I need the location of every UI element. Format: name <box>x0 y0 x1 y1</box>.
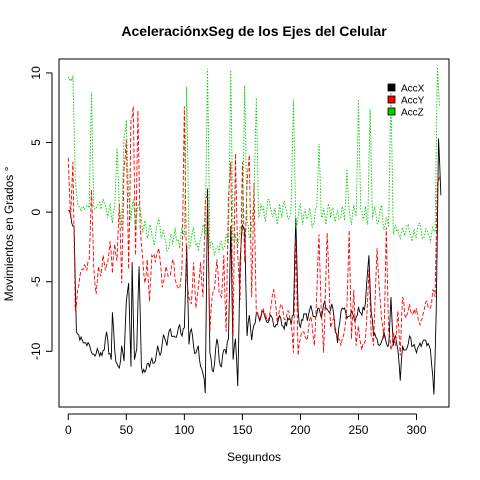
x-axis: 0 50 100 150 200 250 300 <box>65 413 427 437</box>
series-line-accz <box>67 67 441 256</box>
series-layer <box>67 67 442 395</box>
series-line-accx <box>68 138 442 395</box>
x-tick-label: 0 <box>65 423 72 437</box>
y-tick-label: -5 <box>29 276 43 287</box>
legend-label-accx: AccX <box>401 84 425 95</box>
x-tick-label: 250 <box>348 423 368 437</box>
legend-swatch-accx <box>387 83 396 92</box>
legend-label-accz: AccZ <box>401 108 424 119</box>
x-tick-label: 150 <box>232 423 252 437</box>
x-tick-label: 200 <box>290 423 310 437</box>
y-tick-label: 10 <box>29 66 43 80</box>
x-tick-label: 50 <box>120 423 134 437</box>
y-tick-label: 0 <box>29 208 43 215</box>
legend-swatch-accz <box>387 107 396 116</box>
y-tick-label: -10 <box>29 342 43 360</box>
x-tick-label: 300 <box>406 423 426 437</box>
x-axis-title: Segundos <box>227 450 281 464</box>
x-tick-label: 100 <box>174 423 194 437</box>
legend-label-accy: AccY <box>401 96 425 107</box>
legend-swatch-accy <box>387 95 396 104</box>
plot-frame <box>58 58 450 408</box>
chart-title: AceleraciónxSeg de los Ejes del Celular <box>121 23 387 39</box>
y-axis-title: Movimientos en Grados ° <box>2 166 16 301</box>
y-axis: -10 -5 0 5 10 <box>29 66 53 360</box>
y-tick-label: 5 <box>29 139 43 146</box>
